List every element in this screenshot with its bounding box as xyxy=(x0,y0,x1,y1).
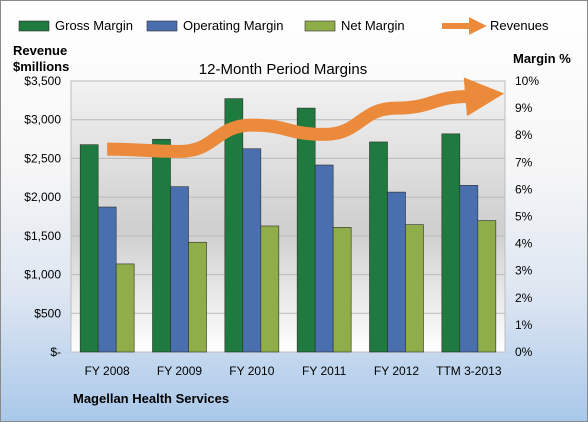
bar-operating-margin xyxy=(170,186,189,353)
category-label: FY 2010 xyxy=(229,364,274,378)
left-axis-tick-label: $1,500 xyxy=(24,229,61,243)
left-axis-tick-label: $3,500 xyxy=(24,74,61,88)
right-axis-tick-label: 5% xyxy=(515,210,533,224)
left-axis-tick-label: $500 xyxy=(34,306,61,320)
bar-gross-margin xyxy=(79,144,99,353)
bar-gross-margin xyxy=(369,141,388,353)
bar-gross-margin xyxy=(296,107,316,353)
right-axis-tick-label: 2% xyxy=(515,291,533,305)
bar-operating-margin xyxy=(242,148,262,353)
category-label: FY 2008 xyxy=(85,364,130,378)
right-axis-title: Margin % xyxy=(513,51,571,66)
legend-swatch-net-margin xyxy=(304,20,336,32)
bar-operating-margin xyxy=(97,206,117,353)
legend-label-net-margin: Net Margin xyxy=(341,18,405,33)
legend-label-revenues: Revenues xyxy=(490,18,549,33)
legend-label-operating-margin: Operating Margin xyxy=(183,18,283,33)
revenues-line xyxy=(107,77,505,158)
right-axis-tick-label: 9% xyxy=(515,101,533,115)
footer-company-name: Magellan Health Services xyxy=(73,391,229,406)
category-label: TTM 3-2013 xyxy=(436,364,502,378)
right-axis-tick-label: 3% xyxy=(515,264,533,278)
right-axis-tick-label: 10% xyxy=(515,74,539,88)
left-axis-title-line1: Revenue xyxy=(13,43,67,58)
left-axis-tick-label: $- xyxy=(50,345,61,359)
right-axis-tick-label: 4% xyxy=(515,237,533,251)
bar-gross-margin xyxy=(441,133,461,353)
bar-net-margin xyxy=(332,227,352,353)
legend-label-gross-margin: Gross Margin xyxy=(55,18,133,33)
left-axis-tick-label: $3,000 xyxy=(24,113,61,127)
chart-title: 12-Month Period Margins xyxy=(199,61,367,78)
category-label: FY 2011 xyxy=(302,364,347,378)
bar-operating-margin xyxy=(459,185,479,353)
legend-swatch-gross-margin xyxy=(18,20,50,32)
legend-swatch-operating-margin xyxy=(146,20,178,32)
right-axis-tick-label: 7% xyxy=(515,155,533,169)
bar-net-margin xyxy=(477,220,497,353)
left-axis-tick-label: $2,000 xyxy=(24,190,61,204)
bar-operating-margin xyxy=(387,191,406,353)
right-axis-tick-label: 8% xyxy=(515,128,533,142)
category-label: FY 2009 xyxy=(157,364,202,378)
bar-operating-margin xyxy=(314,164,334,353)
bar-net-margin xyxy=(260,225,280,353)
left-axis-tick-label: $1,000 xyxy=(24,268,61,282)
plot-area xyxy=(70,80,506,353)
right-axis-tick-label: 6% xyxy=(515,182,533,196)
bar-gross-margin xyxy=(152,138,171,353)
bar-net-margin xyxy=(115,263,135,353)
left-axis-tick-label: $2,500 xyxy=(24,151,61,165)
bar-net-margin xyxy=(405,224,424,353)
left-axis-title-line2: $millions xyxy=(13,59,69,74)
bar-net-margin xyxy=(188,241,207,353)
right-axis-tick-label: 1% xyxy=(515,318,533,332)
right-axis-tick-label: 0% xyxy=(515,345,533,359)
category-label: FY 2012 xyxy=(374,364,419,378)
